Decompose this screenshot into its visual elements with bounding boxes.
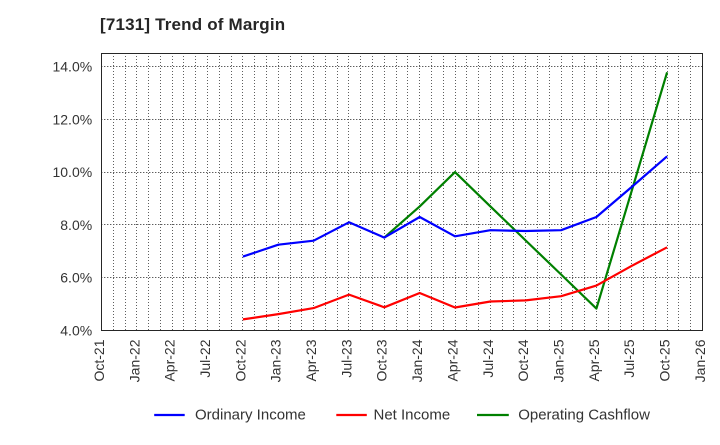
svg-text:Jan-23: Jan-23 [268, 339, 284, 382]
svg-text:Jan-24: Jan-24 [409, 339, 425, 382]
svg-text:Apr-25: Apr-25 [586, 339, 602, 381]
svg-text:Jul-23: Jul-23 [338, 339, 354, 377]
svg-text:Jan-25: Jan-25 [551, 339, 567, 382]
svg-text:Apr-24: Apr-24 [444, 339, 460, 381]
svg-text:Oct-25: Oct-25 [657, 339, 673, 381]
svg-text:Operating Cashflow: Operating Cashflow [518, 407, 650, 424]
svg-text:Oct-23: Oct-23 [374, 339, 390, 381]
svg-text:Jan-22: Jan-22 [126, 339, 142, 382]
svg-text:Oct-24: Oct-24 [515, 339, 531, 381]
svg-text:Jan-26: Jan-26 [692, 339, 708, 382]
svg-text:Jul-24: Jul-24 [480, 339, 496, 377]
svg-text:14.0%: 14.0% [52, 59, 92, 75]
svg-text:Net Income: Net Income [374, 407, 451, 424]
svg-text:Jul-22: Jul-22 [197, 339, 213, 377]
svg-text:6.0%: 6.0% [60, 270, 92, 286]
svg-text:4.0%: 4.0% [60, 323, 92, 339]
svg-text:[7131] Trend of Margin: [7131] Trend of Margin [100, 15, 285, 34]
svg-text:Apr-22: Apr-22 [162, 339, 178, 381]
svg-text:Apr-23: Apr-23 [303, 339, 319, 381]
svg-text:10.0%: 10.0% [52, 164, 92, 180]
svg-text:Oct-22: Oct-22 [232, 339, 248, 381]
svg-text:Oct-21: Oct-21 [91, 339, 107, 381]
svg-text:12.0%: 12.0% [52, 111, 92, 127]
svg-text:Ordinary Income: Ordinary Income [195, 407, 306, 424]
svg-text:Jul-25: Jul-25 [621, 339, 637, 377]
svg-text:8.0%: 8.0% [60, 217, 92, 233]
